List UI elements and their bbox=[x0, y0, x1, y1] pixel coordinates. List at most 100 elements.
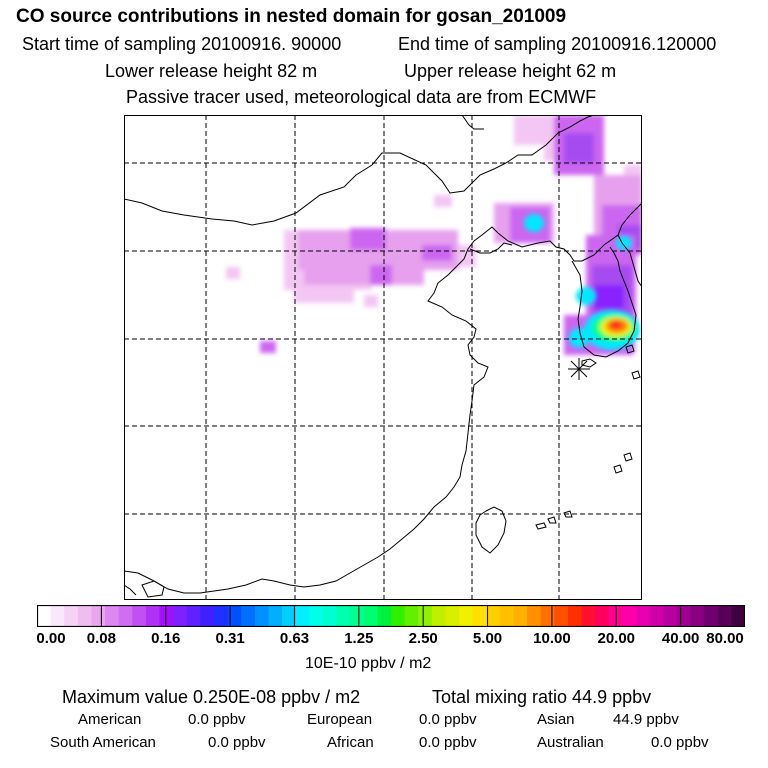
colorbar-swatch bbox=[404, 605, 419, 627]
coastlines bbox=[124, 115, 642, 598]
colorbar-swatch bbox=[568, 605, 583, 627]
map-title: CO source contributions in nested domain… bbox=[16, 6, 567, 27]
upper-release-label: Upper release height 62 m bbox=[404, 61, 617, 81]
lower-release-label: Lower release height 82 m bbox=[105, 61, 318, 81]
colorbar-swatch bbox=[636, 605, 651, 627]
plume-patch bbox=[594, 285, 624, 309]
tracer-label: Passive tracer used, meteorological data… bbox=[126, 87, 597, 107]
colorbar-swatch bbox=[186, 605, 201, 627]
colorbar-swatch bbox=[676, 605, 692, 627]
maximum-value-label: Maximum value 0.250E-08 ppbv / m2 bbox=[62, 687, 361, 707]
footprint-map bbox=[124, 115, 642, 600]
plume-patch bbox=[304, 265, 424, 285]
colorbar-swatch bbox=[581, 605, 596, 627]
colorbar bbox=[37, 605, 745, 627]
colorbar-swatch bbox=[159, 605, 174, 627]
colorbar-swatch bbox=[649, 605, 664, 627]
plume-peak bbox=[576, 287, 596, 305]
colorbar-swatch bbox=[391, 605, 406, 627]
european-label: European bbox=[307, 711, 373, 728]
plume-patch bbox=[350, 228, 386, 250]
colorbar-tick-label: 40.00 bbox=[661, 630, 700, 647]
plume-patch bbox=[434, 195, 452, 207]
ryukyu-island bbox=[535, 522, 547, 530]
map-frame bbox=[124, 115, 642, 600]
colorbar-dividers bbox=[100, 605, 682, 627]
colorbar-tick-label: 20.00 bbox=[597, 630, 636, 647]
european-value: 0.0 ppbv bbox=[419, 711, 477, 728]
colorbar-swatch bbox=[690, 605, 705, 627]
total-mixing-ratio-label: Total mixing ratio 44.9 ppbv bbox=[432, 687, 652, 707]
korea-north-coast bbox=[617, 234, 642, 288]
plume-patch bbox=[370, 265, 392, 285]
colorbar-tick-label: 0.63 bbox=[279, 630, 310, 647]
colorbar-tick-label: 5.00 bbox=[472, 630, 503, 647]
colorbar-swatch bbox=[717, 605, 732, 627]
colorbar-swatch bbox=[214, 605, 229, 627]
colorbar-swatch bbox=[282, 605, 297, 627]
plume-peak bbox=[610, 321, 622, 329]
colorbar-swatch bbox=[77, 605, 93, 627]
ryukyu-island bbox=[547, 516, 557, 524]
colorbar-swatch bbox=[595, 605, 610, 627]
colorbar-swatch bbox=[731, 605, 745, 627]
colorbar-swatch bbox=[241, 605, 256, 627]
ryukyu-island bbox=[563, 510, 573, 518]
hainan-island bbox=[141, 580, 165, 598]
colorbar-swatch bbox=[91, 605, 106, 627]
taiwan-coast bbox=[475, 506, 507, 554]
plume-patch bbox=[260, 341, 276, 353]
colorbar-swatch bbox=[336, 605, 351, 627]
plume-peak bbox=[569, 328, 589, 348]
colorbar-swatch bbox=[227, 605, 242, 627]
colorbar-swatch bbox=[309, 605, 324, 627]
colorbar-swatch bbox=[445, 605, 460, 627]
plume-patch bbox=[294, 285, 354, 303]
asian-value: 44.9 ppbv bbox=[613, 711, 679, 728]
colorbar-unit-label: 10E-10 ppbv / m2 bbox=[305, 655, 432, 672]
colorbar-swatch bbox=[105, 605, 120, 627]
colorbar-swatch bbox=[268, 605, 283, 627]
colorbar-frame bbox=[37, 605, 745, 627]
colorbar-swatch bbox=[418, 605, 433, 627]
american-label: American bbox=[78, 711, 142, 728]
plume-peak bbox=[616, 236, 632, 250]
concentration-field bbox=[226, 115, 642, 355]
colorbar-tick-label: 0.00 bbox=[36, 630, 66, 647]
colorbar-swatch bbox=[200, 605, 215, 627]
colorbar-swatch bbox=[132, 605, 147, 627]
end-time-label: End time of sampling 20100916.120000 bbox=[398, 34, 717, 54]
colorbar-swatch bbox=[527, 605, 542, 627]
colorbar-swatch bbox=[513, 605, 528, 627]
asian-label: Asian bbox=[537, 711, 575, 728]
colorbar-swatch bbox=[173, 605, 188, 627]
colorbar-swatch bbox=[540, 605, 555, 627]
start-time-label: Start time of sampling 20100916. 90000 bbox=[22, 34, 342, 54]
colorbar-swatch bbox=[350, 605, 365, 627]
japan-island bbox=[625, 344, 635, 354]
colorbar-swatch bbox=[37, 605, 52, 627]
lat-lon-grid bbox=[124, 115, 642, 600]
australian-label: Australian bbox=[537, 734, 604, 751]
colorbar-tick-label: 1.25 bbox=[344, 630, 374, 647]
south-american-value: 0.0 ppbv bbox=[208, 734, 266, 751]
colorbar-swatch bbox=[377, 605, 392, 627]
korea-coast bbox=[571, 246, 637, 358]
colorbar-tick-label: 0.08 bbox=[86, 630, 116, 647]
colorbar-swatch bbox=[295, 605, 310, 627]
plume-peak bbox=[524, 214, 544, 232]
colorbar-swatch bbox=[554, 605, 569, 627]
colorbar-swatch bbox=[50, 605, 65, 627]
colorbar-swatch bbox=[145, 605, 161, 627]
colorbar-swatches bbox=[37, 605, 745, 627]
colorbar-swatch bbox=[704, 605, 719, 627]
plume-patch bbox=[422, 245, 452, 261]
colorbar-swatch bbox=[322, 605, 338, 627]
colorbar-tick-label: 80.00 bbox=[706, 630, 744, 647]
china-coast bbox=[124, 202, 642, 594]
japan-island bbox=[631, 370, 641, 380]
colorbar-tick-label: 2.50 bbox=[408, 630, 438, 647]
jeju-coast bbox=[581, 358, 597, 368]
colorbar-tick-label: 0.31 bbox=[215, 630, 245, 647]
map-background bbox=[124, 115, 642, 600]
